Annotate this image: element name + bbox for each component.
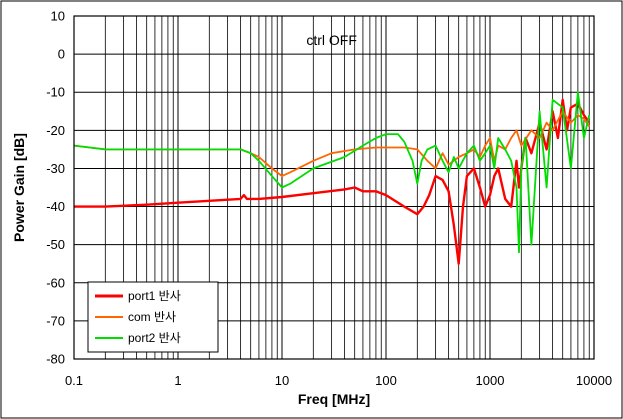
- x-tick-label: 100: [375, 373, 397, 388]
- series-line-3: [73, 91, 591, 254]
- series-layer: [73, 91, 591, 265]
- x-tick-label: 0.1: [65, 373, 83, 388]
- plot-frame: [73, 15, 595, 360]
- legend: port1 반사 com 반사 port2 반사: [87, 281, 219, 353]
- series-line-1: [74, 98, 591, 265]
- y-tick-label: -50: [46, 237, 65, 252]
- x-tick-label: 10000: [576, 373, 612, 388]
- ctrl-annotation: ctrl OFF: [306, 32, 357, 48]
- y-tick-label: -70: [46, 313, 65, 328]
- y-tick-label: -80: [46, 352, 65, 367]
- y-tick-label: -30: [46, 161, 65, 176]
- y-tick-label: -60: [46, 275, 65, 290]
- x-tick-label: 10: [275, 373, 289, 388]
- legend-label-1: port1 반사: [128, 289, 181, 303]
- y-tick-label: -40: [46, 199, 65, 214]
- x-tick-label: 1: [174, 373, 181, 388]
- y-tick-label: -20: [46, 123, 65, 138]
- y-tick-label: 0: [58, 47, 65, 62]
- y-tick-label: 10: [51, 9, 65, 24]
- y-tick-label: -10: [46, 85, 65, 100]
- y-tick-labels: 10 0 -10 -20 -30 -40 -50 -60 -70 -80: [46, 9, 65, 367]
- y-axis-label: Power Gain [dB]: [11, 133, 27, 242]
- legend-label-2: com 반사: [128, 310, 176, 324]
- x-tick-labels: 0.1 1 10 100 1000 10000: [65, 373, 612, 388]
- x-axis-label: Freq [MHz]: [298, 391, 370, 407]
- x-tick-label: 1000: [476, 373, 505, 388]
- legend-label-3: port2 반사: [128, 331, 181, 345]
